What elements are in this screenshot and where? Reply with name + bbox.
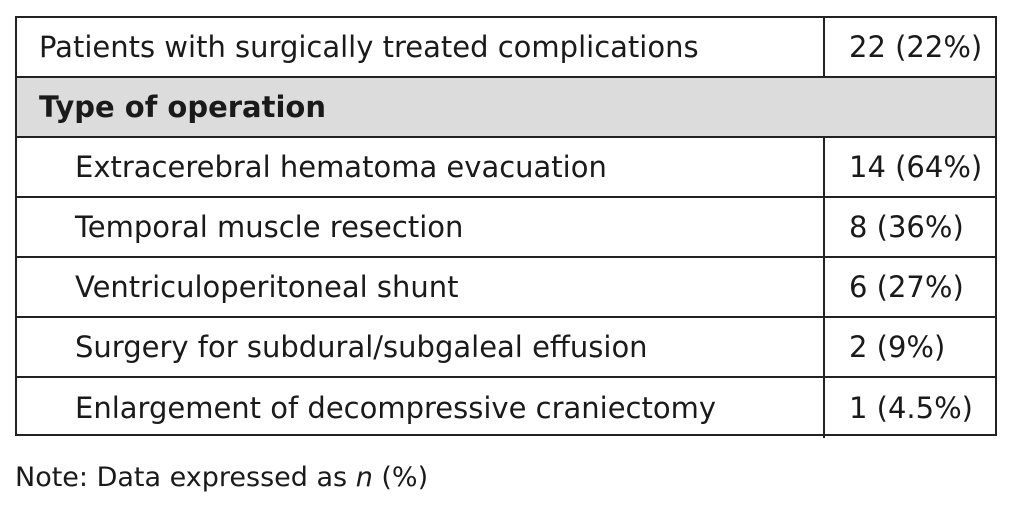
row-label: Temporal muscle resection xyxy=(75,210,464,244)
row-value: 14 (64%) xyxy=(823,138,995,196)
table-row: Temporal muscle resection 8 (36%) xyxy=(17,198,995,258)
row-label: Extracerebral hematoma evacuation xyxy=(75,150,607,184)
note-italic: n xyxy=(355,462,373,493)
row-value: 8 (36%) xyxy=(823,198,995,256)
note-prefix: Note: Data expressed as xyxy=(15,462,356,493)
note-suffix: (%) xyxy=(372,462,429,493)
row-value: 1 (4.5%) xyxy=(823,378,995,438)
table-row: Extracerebral hematoma evacuation 14 (64… xyxy=(17,138,995,198)
summary-value: 22 (22%) xyxy=(823,18,995,76)
table-row: Ventriculoperitoneal shunt 6 (27%) xyxy=(17,258,995,318)
table-row-summary: Patients with surgically treated complic… xyxy=(17,18,995,78)
row-value: 2 (9%) xyxy=(823,318,995,376)
table-row: Surgery for subdural/subgaleal effusion … xyxy=(17,318,995,378)
table-row: Enlargement of decompressive craniectomy… xyxy=(17,378,995,438)
row-value: 6 (27%) xyxy=(823,258,995,316)
section-header-row: Type of operation xyxy=(17,78,995,138)
row-label: Enlargement of decompressive craniectomy xyxy=(75,391,717,425)
section-header-type-of-operation: Type of operation xyxy=(39,90,326,124)
table-note: Note: Data expressed as n (%) xyxy=(15,462,428,493)
complications-table: Patients with surgically treated complic… xyxy=(15,16,997,438)
row-label: Ventriculoperitoneal shunt xyxy=(75,270,459,304)
row-label: Surgery for subdural/subgaleal effusion xyxy=(75,330,648,364)
summary-label: Patients with surgically treated complic… xyxy=(39,30,699,64)
